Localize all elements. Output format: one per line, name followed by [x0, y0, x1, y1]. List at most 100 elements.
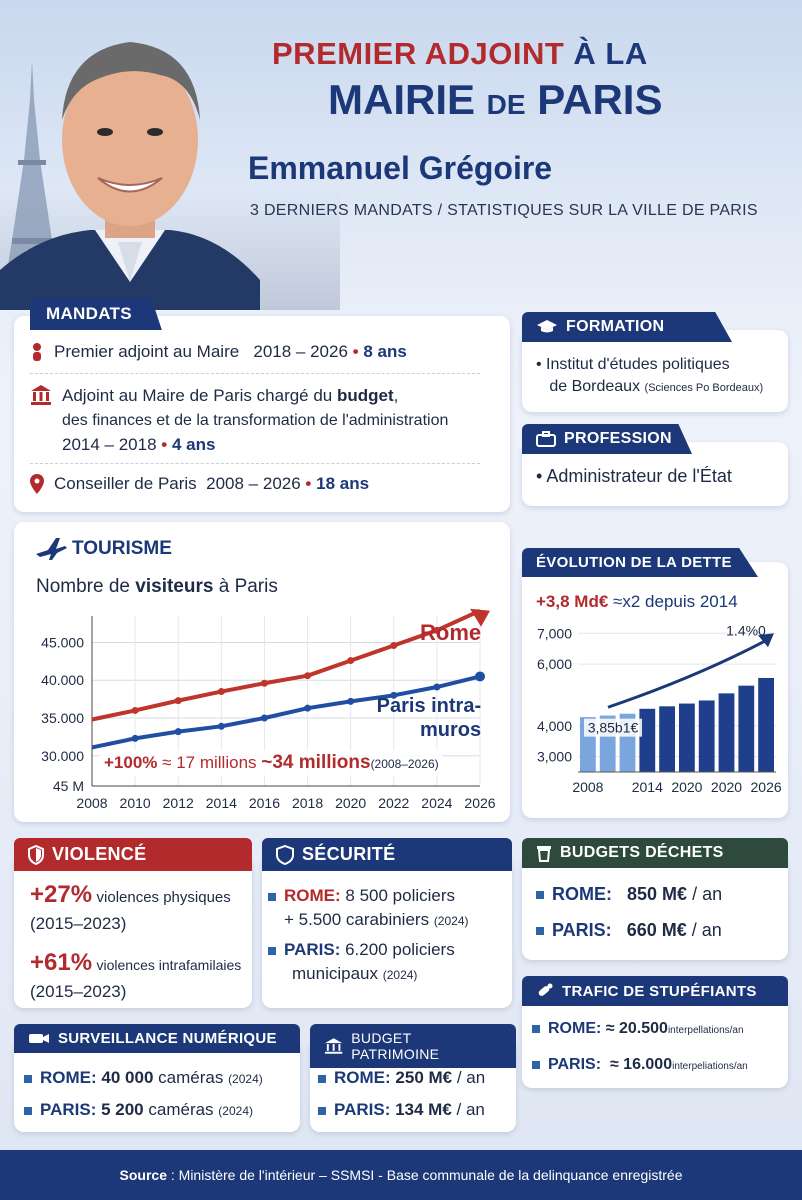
x-tick-label: 2020: [335, 795, 366, 811]
trafic-tab: TRAFIC DE STUPÉFIANTS: [522, 976, 788, 1006]
violence-item: +61% violences intrafamilaies (2015–2023…: [30, 949, 242, 1002]
x-tick-label: 2008: [76, 795, 107, 811]
formation-tab: FORMATION: [522, 312, 732, 342]
debt-bar: [758, 677, 774, 772]
tourisme-subtitle: Nombre de visiteurs à Paris: [36, 576, 278, 597]
formation-text: • Institut d'études politiques de Bordea…: [536, 356, 764, 395]
data-point: [260, 679, 268, 687]
shield-icon: [28, 844, 44, 865]
eiffel-tower-icon: [4, 60, 60, 290]
x-tick-label: 2024: [421, 795, 452, 811]
trend-arrowhead: [758, 633, 774, 648]
rome-series-label: Rome: [420, 620, 482, 645]
page-title-line2: MAIRIE DE PARIS: [328, 76, 663, 123]
data-point: [174, 728, 182, 736]
x-tick-label: 2010: [120, 795, 151, 811]
x-tick-label: 2008: [572, 779, 603, 795]
data-point: [217, 688, 225, 696]
data-point: [475, 671, 485, 682]
surveillance-card: [14, 1040, 300, 1132]
x-tick-label: 2026: [464, 795, 495, 811]
y-tick-label: 40.000: [41, 672, 84, 688]
hero-banner: PREMIER ADJOINT À LA MAIRIE DE PARIS Emm…: [0, 0, 802, 310]
dechets-tab: BUDGETS DÉCHETS: [522, 838, 788, 868]
trend-curve: [607, 638, 769, 709]
x-tick-label: 2014: [632, 779, 663, 795]
briefcase-icon: [536, 431, 556, 447]
tourisme-title: TOURISME: [72, 538, 172, 559]
paris-series-label: Paris intra-muros: [376, 695, 482, 741]
profession-text: • Administrateur de l'État: [536, 466, 732, 486]
x-tick-label: 2022: [378, 795, 409, 811]
data-point: [347, 657, 355, 665]
y-tick-label: 30.000: [41, 748, 84, 764]
dette-tab: ÉVOLUTION DE LA DETTE: [522, 548, 758, 577]
paris-series-line: [91, 674, 481, 750]
mandat-item: Adjoint au Maire de Paris chargé du budg…: [30, 384, 448, 457]
camera-icon: [29, 1033, 49, 1043]
surveillance-rome: ROME: 40 000 caméras (2024): [24, 1068, 263, 1088]
top-value-label: 1.4%0: [726, 622, 766, 638]
bar-value-label: 3,85b1€: [588, 720, 639, 736]
mandat-item: Premier adjoint au Maire 2018 – 2026 • 8…: [30, 342, 407, 362]
tourism-line-chart: 45 M 30.000 35.000 40.000 45.000 2008 2010 2012…: [41, 608, 496, 811]
data-point: [131, 706, 139, 714]
trafic-rome: ROME: ≈ 20.500interpellations/an: [532, 1020, 744, 1038]
debt-bar: [659, 706, 675, 772]
x-tick-label: 2014: [206, 795, 237, 811]
person-name: Emmanuel Grégoire: [248, 150, 553, 186]
x-tick-label: 2026: [751, 779, 782, 795]
divider: [30, 463, 480, 464]
airplane-icon: [36, 538, 67, 560]
data-point: [304, 672, 312, 680]
tourisme-stat: +100% ≈ 17 millions ~34 millions(2008–20…: [100, 750, 443, 776]
debt-bar: [679, 703, 695, 772]
location-pin-icon: [30, 474, 44, 494]
trafic-card: [522, 994, 788, 1088]
data-point: [433, 626, 441, 634]
y-tick-label: 4,000: [537, 718, 572, 734]
data-point: [217, 722, 225, 730]
shield-icon: [276, 844, 294, 865]
x-tick-label: 2020: [711, 779, 742, 795]
debt-bar: [718, 693, 735, 772]
securite-card: [262, 856, 512, 1008]
person-pin-icon: [33, 343, 41, 361]
profession-tab: PROFESSION: [522, 424, 692, 454]
debt-bar-chart: 3,000 4,000 6,000 7,000 2008 2014 2020 2020 2026…: [537, 622, 782, 795]
trend-arrowhead: [470, 608, 490, 627]
x-tick-label: 2016: [249, 795, 280, 811]
trash-bin-icon: [537, 846, 551, 862]
data-point: [304, 704, 312, 712]
securite-rome: ROME: 8 500 policiers + 5.500 carabinier…: [268, 884, 469, 933]
patrimoine-paris: PARIS: 134 M€ / an: [318, 1100, 485, 1120]
y-tick-label: 7,000: [537, 625, 572, 641]
violence-card: [14, 856, 252, 1008]
surveillance-tab: SURVEILLANCE NUMÉRIQUE: [14, 1024, 300, 1053]
page-title-line1: PREMIER ADJOINT À LA: [272, 36, 648, 71]
data-point: [260, 714, 268, 722]
bar-label-bg: [584, 718, 642, 737]
mandats-tab: MANDATS: [30, 298, 162, 330]
y-tick-label: 35.000: [41, 710, 84, 726]
patrimoine-rome: ROME: 250 M€ / an: [318, 1068, 485, 1088]
data-point: [390, 691, 398, 699]
violence-item: +27% violences physiques (2015–2023): [30, 881, 231, 934]
mandats-card: [14, 316, 510, 512]
patrimoine-tab: BUDGET PATRIMOINE: [310, 1024, 516, 1068]
surveillance-paris: PARIS: 5 200 caméras (2024): [24, 1100, 253, 1120]
dechets-paris: PARIS: 660 M€ / an: [536, 920, 722, 941]
divider: [30, 373, 480, 374]
rome-series-line: [91, 608, 481, 722]
pills-icon: [538, 983, 553, 996]
y-tick-label: 6,000: [537, 656, 572, 672]
y-tick-label: 45.000: [41, 634, 84, 650]
data-point: [433, 683, 441, 691]
portrait-photo: [0, 42, 260, 310]
debt-bar: [639, 708, 656, 772]
data-point: [390, 641, 398, 649]
dechets-card: [522, 856, 788, 960]
data-point: [347, 697, 355, 705]
formation-card: [522, 330, 788, 412]
dechets-rome: ROME: 850 M€ / an: [536, 884, 722, 905]
